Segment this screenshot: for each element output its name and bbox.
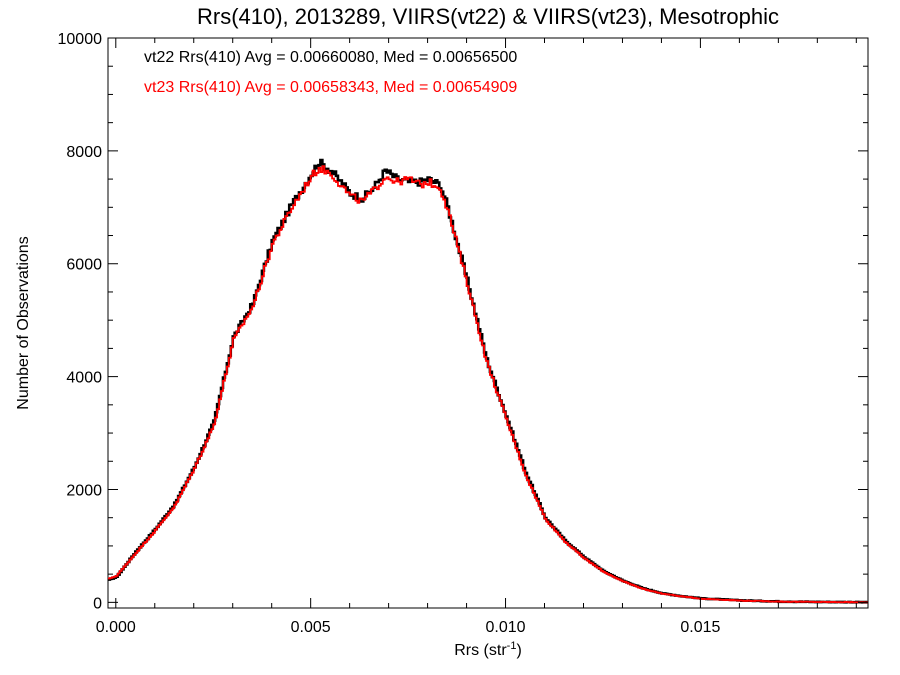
x-tick-label: 0.005 [291, 619, 331, 636]
x-tick-label: 0.015 [680, 619, 720, 636]
chart-title: Rrs(410), 2013289, VIIRS(vt22) & VIIRS(v… [197, 4, 779, 29]
y-tick-label: 0 [93, 595, 102, 612]
x-axis-label-text: Rrs (str [454, 642, 507, 659]
series-layer [108, 158, 868, 604]
y-tick-label: 2000 [66, 482, 102, 499]
stats-annotation-1: vt22 Rrs(410) Avg = 0.00660080, Med = 0.… [144, 49, 517, 66]
x-axis-label-superscript: -1 [507, 640, 517, 652]
y-axis-label: Number of Observations [15, 236, 32, 409]
y-tick-label: 10000 [58, 31, 103, 48]
series-2-line [108, 165, 868, 604]
series-2 [108, 165, 868, 604]
x-tick-label: 0.000 [96, 619, 136, 636]
x-axis-label-close: ) [516, 642, 521, 659]
plot-frame [107, 37, 869, 609]
y-tick-label: 6000 [66, 257, 102, 274]
x-tick-label: 0.010 [486, 619, 526, 636]
x-axis-label: Rrs (str-1) [454, 640, 522, 659]
annotations: vt22 Rrs(410) Avg = 0.00660080, Med = 0.… [144, 49, 517, 96]
stats-annotation-2: vt23 Rrs(410) Avg = 0.00658343, Med = 0.… [144, 79, 517, 96]
ticks-layer: 0.000 0.005 0.010 0.015 0 2000 4000 6000 8000 100… [58, 31, 868, 636]
y-tick-label: 4000 [66, 370, 102, 387]
y-tick-label: 8000 [66, 144, 102, 161]
